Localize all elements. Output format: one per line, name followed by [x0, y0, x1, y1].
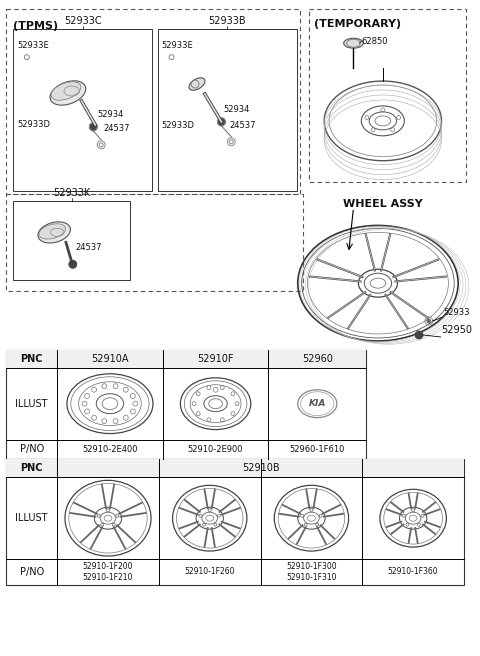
Text: 24537: 24537	[76, 243, 102, 252]
Text: (TEMPORARY): (TEMPORARY)	[314, 19, 401, 30]
Bar	[158, 30, 297, 191]
Text: 52933K: 52933K	[53, 188, 90, 197]
Text: 52933C: 52933C	[64, 16, 101, 26]
Bar	[6, 350, 366, 459]
Bar	[6, 194, 302, 291]
Text: 52910B: 52910B	[242, 463, 279, 474]
Text: (TPMS): (TPMS)	[13, 21, 58, 31]
Text: 52933D: 52933D	[17, 120, 50, 129]
Circle shape	[415, 331, 423, 339]
Text: 52960-1F610: 52960-1F610	[289, 445, 345, 454]
Circle shape	[427, 319, 431, 323]
Text: 52910F: 52910F	[197, 354, 234, 364]
Text: P/NO: P/NO	[20, 445, 44, 455]
Text: 52910-2E900: 52910-2E900	[188, 445, 243, 454]
Text: 52910-2E400: 52910-2E400	[82, 445, 138, 454]
Text: 52933: 52933	[444, 308, 470, 317]
Circle shape	[217, 118, 226, 126]
Text: 52933B: 52933B	[208, 16, 246, 26]
Text: PNC: PNC	[21, 354, 43, 364]
Text: 52934: 52934	[97, 110, 124, 119]
Text: 52910-1F300
52910-1F310: 52910-1F300 52910-1F310	[286, 562, 337, 582]
Text: 52950: 52950	[442, 325, 472, 335]
Text: 52934: 52934	[223, 105, 250, 114]
Ellipse shape	[39, 224, 66, 239]
Ellipse shape	[50, 81, 86, 105]
Bar	[6, 459, 464, 585]
Ellipse shape	[51, 82, 81, 100]
Circle shape	[69, 260, 77, 268]
Text: WHEEL ASSY: WHEEL ASSY	[343, 199, 423, 209]
Text: 62850: 62850	[361, 37, 388, 46]
Text: 52910-1F360: 52910-1F360	[388, 567, 438, 577]
Text: 24537: 24537	[229, 121, 256, 130]
Text: 52910-1F200
52910-1F210: 52910-1F200 52910-1F210	[83, 562, 133, 582]
Text: 52960: 52960	[302, 354, 333, 364]
Bar	[6, 350, 366, 368]
Text: 52933D: 52933D	[162, 121, 195, 130]
Text: ILLUST: ILLUST	[15, 513, 48, 523]
Text: 52933E: 52933E	[17, 41, 49, 51]
Bar	[310, 9, 466, 182]
Text: 52933E: 52933E	[162, 41, 193, 51]
Text: KIA: KIA	[309, 400, 326, 408]
Text: PNC: PNC	[21, 463, 43, 474]
Circle shape	[89, 123, 97, 131]
Text: 24537: 24537	[103, 124, 130, 133]
Bar	[13, 201, 131, 280]
Text: ILLUST: ILLUST	[15, 399, 48, 409]
Text: 52910-1F260: 52910-1F260	[184, 567, 235, 577]
Bar	[6, 459, 464, 478]
Ellipse shape	[38, 222, 71, 243]
Text: 52910A: 52910A	[91, 354, 129, 364]
Bar	[6, 9, 300, 194]
Text: P/NO: P/NO	[20, 567, 44, 577]
Bar	[13, 30, 152, 191]
Ellipse shape	[189, 78, 205, 91]
Ellipse shape	[344, 38, 363, 48]
